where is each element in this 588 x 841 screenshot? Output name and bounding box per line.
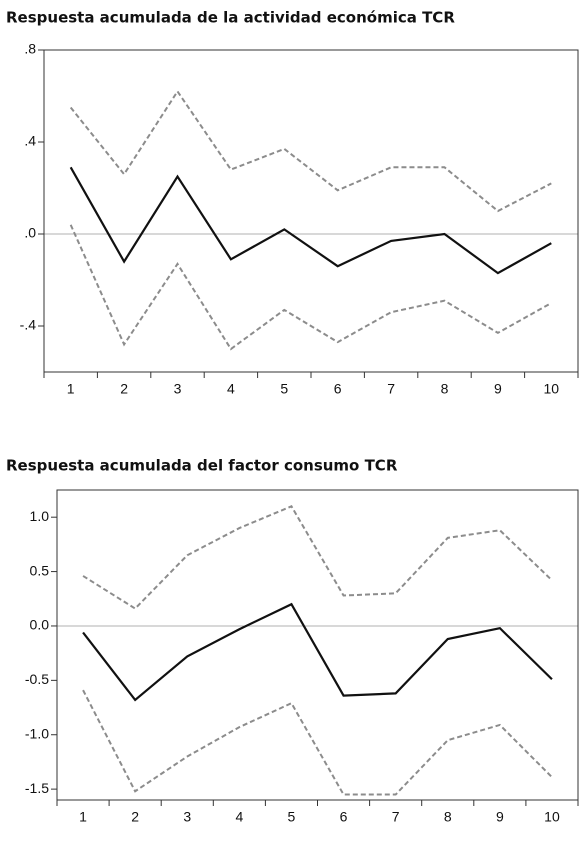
x-tick-label: 4	[227, 381, 235, 397]
y-tick-label: .0	[24, 225, 36, 241]
y-tick-label: 0.0	[30, 617, 50, 633]
y-tick-label: .8	[24, 41, 36, 57]
x-tick-label: 5	[280, 381, 288, 397]
x-tick-label: 10	[544, 809, 560, 825]
series-line	[82, 505, 553, 610]
series-line	[82, 602, 553, 702]
x-tick-label: 6	[340, 809, 348, 825]
x-tick-label: 2	[131, 809, 139, 825]
y-tick-label: -0.5	[25, 671, 49, 687]
x-tick-label: 10	[544, 381, 560, 397]
x-tick-label: 7	[387, 381, 395, 397]
x-tick-label: 2	[120, 381, 128, 397]
x-tick-label: 3	[174, 381, 182, 397]
x-tick-label: 6	[334, 381, 342, 397]
x-tick-label: 8	[441, 381, 449, 397]
x-tick-label: 3	[183, 809, 191, 825]
x-tick-label: 4	[235, 809, 243, 825]
series-line	[69, 224, 552, 351]
x-tick-label: 1	[67, 381, 75, 397]
y-tick-label: .4	[24, 133, 36, 149]
x-tick-label: 9	[496, 809, 504, 825]
x-tick-label: 1	[79, 809, 87, 825]
y-tick-label: 1.0	[30, 508, 50, 524]
series-line	[69, 166, 552, 275]
y-tick-label: -1.0	[25, 725, 49, 741]
x-tick-label: 9	[494, 381, 502, 397]
chart-title: Respuesta acumulada del factor consumo T…	[6, 457, 398, 475]
y-tick-label: 0.5	[30, 562, 50, 578]
series-line	[69, 89, 552, 213]
y-tick-label: -.4	[20, 317, 37, 333]
series-line	[82, 689, 553, 796]
x-tick-label: 5	[288, 809, 296, 825]
x-tick-label: 7	[392, 809, 400, 825]
chart-title: Respuesta acumulada de la actividad econ…	[6, 9, 455, 27]
y-tick-label: -1.5	[25, 780, 49, 796]
plot-frame	[43, 49, 579, 373]
plot-frame	[56, 489, 579, 801]
x-tick-label: 8	[444, 809, 452, 825]
